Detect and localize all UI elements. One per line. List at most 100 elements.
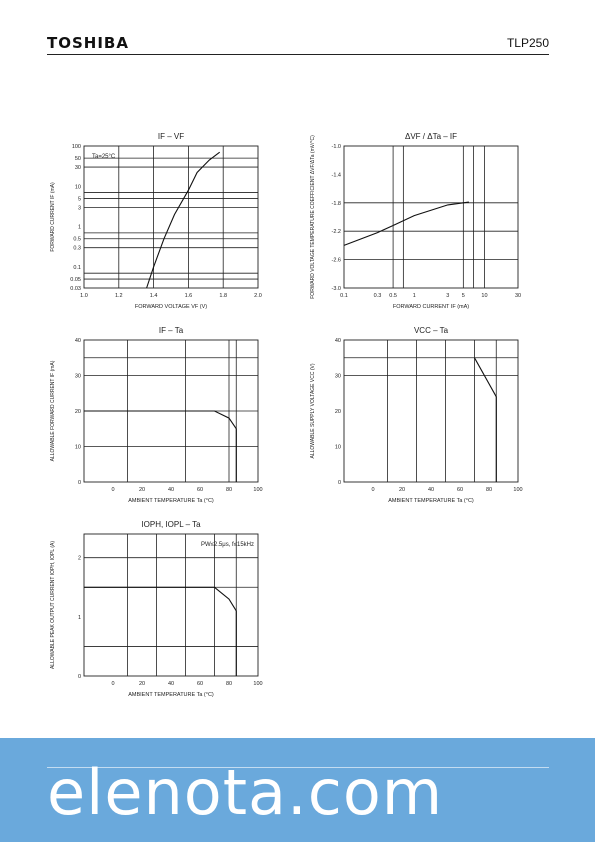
x-tick-label: 1.2	[115, 293, 123, 299]
x-tick-label: 1.8	[219, 293, 227, 299]
y-axis-label: FORWARD VOLTAGE TEMPERATURE COEFFICIENT …	[310, 135, 316, 299]
x-axis-label: AMBIENT TEMPERATURE Ta (°C)	[388, 498, 474, 504]
chart-title: IOPH, IOPL – Ta	[141, 520, 201, 529]
footer-rule	[47, 767, 549, 768]
chart-title: VCC – Ta	[414, 326, 449, 335]
y-tick-label: 0.3	[73, 246, 81, 252]
x-axis-label: FORWARD VOLTAGE VF (V)	[135, 304, 207, 310]
y-tick-label: 0	[338, 480, 341, 486]
y-tick-label: 1	[78, 615, 81, 621]
y-axis-label: FORWARD CURRENT IF (mA)	[50, 182, 56, 252]
chart-iop-ta: IOPH, IOPL – Ta 0 20 40 60 80 100 0 1 2 AMBIENT TE…	[50, 520, 263, 698]
header-rule	[47, 54, 549, 55]
x-tick-label: 0	[371, 487, 374, 493]
y-tick-label: -2.2	[332, 229, 341, 235]
x-tick-label: 3	[446, 293, 449, 299]
x-axis-label: AMBIENT TEMPERATURE Ta (°C)	[128, 498, 214, 504]
y-tick-label: 30	[75, 374, 81, 380]
chart-title: IF – Ta	[159, 326, 184, 335]
y-tick-label: 30	[75, 165, 81, 171]
series-line	[84, 586, 237, 676]
x-tick-label: 60	[457, 487, 463, 493]
chart-title: IF – VF	[158, 132, 184, 141]
x-tick-label: 40	[168, 487, 174, 493]
y-tick-label: 0	[78, 480, 81, 486]
y-tick-label: 2	[78, 556, 81, 562]
x-tick-label: 20	[139, 681, 145, 687]
y-tick-label: 0.05	[70, 277, 81, 283]
y-tick-label: 3	[78, 205, 81, 211]
x-tick-label: 80	[486, 487, 492, 493]
chart-title: ΔVF / ΔTa – IF	[405, 132, 457, 141]
y-tick-label: 50	[75, 156, 81, 162]
x-tick-label: 5	[462, 293, 465, 299]
x-tick-label: 100	[253, 681, 262, 687]
y-tick-label: 40	[335, 338, 341, 344]
y-tick-label: -3.0	[332, 286, 341, 292]
y-tick-label: 5	[78, 196, 81, 202]
x-tick-label: 10	[481, 293, 487, 299]
y-tick-label: 20	[75, 409, 81, 415]
x-tick-label: 0	[111, 681, 114, 687]
y-tick-label: 40	[75, 338, 81, 344]
plot-frame	[343, 339, 519, 483]
chart-if-ta: IF – Ta 0 20 40 60 80 100 0 10 20 30 40 AMBIENT TEMP…	[50, 326, 263, 504]
x-tick-label: 1	[413, 293, 416, 299]
plot-frame	[343, 145, 519, 289]
y-axis-label: ALLOWABLE FORWARD CURRENT IF (mA)	[50, 360, 56, 461]
x-tick-label: 2.0	[254, 293, 262, 299]
x-tick-label: 0.5	[389, 293, 397, 299]
y-tick-label: 10	[75, 184, 81, 190]
series-line	[146, 151, 221, 289]
x-tick-label: 0.1	[340, 293, 348, 299]
x-tick-label: 40	[428, 487, 434, 493]
part-number: TLP250	[506, 36, 549, 50]
page-header: TOSHIBA TLP250	[47, 34, 549, 54]
plot-frame	[83, 533, 259, 677]
x-tick-label: 100	[253, 487, 262, 493]
y-axis-label: ALLOWABLE PEAK OUTPUT CURRENT IOPH, IOPL…	[50, 541, 56, 669]
x-tick-label: 80	[226, 487, 232, 493]
chart-if-vf: IF – VF 1.0 1.2 1.4 1.6 1.8 2.0 0.03 0.05 0.1 0.3 0…	[50, 132, 262, 310]
y-axis-label: ALLOWABLE SUPPLY VOLTAGE VCC (V)	[310, 363, 316, 458]
x-tick-label: 60	[197, 487, 203, 493]
y-tick-label: 20	[335, 409, 341, 415]
chart-annotation: PW≤2.5μs, f≤15kHz	[201, 542, 254, 548]
x-tick-label: 1.6	[185, 293, 193, 299]
x-tick-label: 60	[197, 681, 203, 687]
series-line	[474, 357, 497, 482]
x-tick-label: 0.3	[374, 293, 382, 299]
x-tick-label: 30	[515, 293, 521, 299]
y-tick-label: -1.4	[332, 172, 341, 178]
series-line	[343, 201, 469, 246]
y-tick-label: 0.5	[73, 237, 81, 243]
x-tick-label: 80	[226, 681, 232, 687]
y-tick-label: 30	[335, 374, 341, 380]
y-tick-label: 0.1	[73, 265, 81, 271]
y-tick-label: -1.0	[332, 144, 341, 150]
x-tick-label: 1.4	[150, 293, 158, 299]
series-line	[84, 410, 237, 482]
y-tick-label: 10	[75, 445, 81, 451]
x-tick-label: 1.0	[80, 293, 88, 299]
plot-frame	[83, 145, 259, 289]
x-tick-label: 20	[139, 487, 145, 493]
chart-annotation: Ta=25°C	[92, 154, 116, 160]
y-tick-label: 10	[335, 445, 341, 451]
chart-dvf-dta: ΔVF / ΔTa – IF 0.1 0.3 0.5 1 3 5 10 30 -3.0 -2.6 -2…	[310, 132, 521, 310]
y-tick-label: 0	[78, 674, 81, 680]
x-axis-label: FORWARD CURRENT IF (mA)	[393, 304, 469, 310]
brand-logo: TOSHIBA	[47, 34, 129, 52]
x-tick-label: 20	[399, 487, 405, 493]
y-tick-label: -1.8	[332, 201, 341, 207]
watermark-band	[0, 738, 595, 842]
x-tick-label: 0	[111, 487, 114, 493]
y-tick-label: 100	[72, 144, 81, 150]
x-axis-label: AMBIENT TEMPERATURE Ta (°C)	[128, 692, 214, 698]
chart-vcc-ta: VCC – Ta 0 20 40 60 80 100 0 10 20 30 40 AMBIENT TEM…	[310, 326, 523, 504]
x-tick-label: 100	[513, 487, 522, 493]
y-tick-label: 0.03	[70, 286, 81, 292]
y-tick-label: 1	[78, 225, 81, 231]
x-tick-label: 40	[168, 681, 174, 687]
watermark-text: elenota.com	[47, 756, 444, 829]
